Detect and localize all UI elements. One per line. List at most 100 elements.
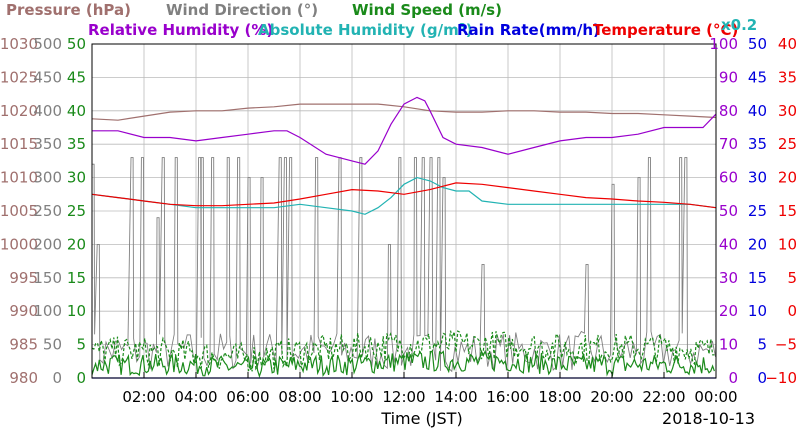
pressure-tick-label: 980	[9, 369, 38, 387]
legend-entry: Wind Direction (°)	[166, 1, 318, 19]
series-wind-speed-m-s	[91, 349, 715, 379]
pressure-tick-label: 1010	[0, 169, 38, 187]
x-tick-label: 22:00	[642, 388, 685, 406]
wind_direction-tick-label: 200	[33, 235, 62, 253]
wind_speed-tick-label: 15	[67, 269, 86, 287]
humidity-tick-label: 60	[719, 169, 738, 187]
x-axis: 02:00 04:00 06:00 08:00 10:00 12:00 14:00 16:00…	[122, 372, 738, 406]
humidity-tick-label: 30	[719, 269, 738, 287]
series-pressure-hpa	[91, 103, 717, 121]
wind_direction-tick-label: 400	[33, 102, 62, 120]
legend-entry: Wind Speed (m/s)	[352, 1, 502, 19]
pressure-tick-label: 1005	[0, 202, 38, 220]
series-wind-direction	[91, 157, 717, 373]
temperature-tick-label: 40	[778, 35, 797, 53]
temperature-tick-label: 25	[778, 135, 797, 153]
wind_direction-tick-label: 250	[33, 202, 62, 220]
rain_rate-tick-label: 50	[748, 35, 767, 53]
rain_rate-tick-label: 30	[748, 169, 767, 187]
legend: Pressure (hPa) Wind Direction (°) Wind Spe…	[6, 1, 757, 39]
legend-entry: Relative Humidity (%)	[88, 21, 273, 39]
pressure-tick-label: 990	[9, 302, 38, 320]
wind_speed-tick-label: 5	[76, 336, 86, 354]
series-temperature-c	[91, 182, 717, 209]
wind_speed-tick-label: 40	[67, 102, 86, 120]
pressure-tick-label: 1020	[0, 102, 38, 120]
temperature-tick-label: −10	[765, 369, 797, 387]
rain_rate-tick-label: 45	[748, 68, 767, 86]
temperature-tick-label: 30	[778, 102, 797, 120]
humidity-tick-label: 0	[728, 369, 738, 387]
temperature-tick-label: 0	[787, 302, 797, 320]
x-tick-label: 06:00	[226, 388, 269, 406]
wind_direction-tick-label: 500	[33, 35, 62, 53]
rain_rate-tick-label: 5	[757, 336, 767, 354]
temperature-tick-label: −5	[775, 336, 797, 354]
humidity-tick-label: 80	[719, 102, 738, 120]
legend-entry: Temperature (°C)	[593, 21, 738, 39]
rain_rate-tick-label: 0	[757, 369, 767, 387]
x-tick-label: 04:00	[174, 388, 217, 406]
humidity-tick-label: 70	[719, 135, 738, 153]
wind_speed-tick-label: 10	[67, 302, 86, 320]
x-tick-label: 00:00	[694, 388, 737, 406]
humidity-tick-label: 40	[719, 235, 738, 253]
wind_direction-tick-label: 100	[33, 302, 62, 320]
x-tick-label: 16:00	[486, 388, 529, 406]
wind_speed-tick-label: 45	[67, 68, 86, 86]
temperature-tick-label: 20	[778, 169, 797, 187]
rain_rate-tick-label: 20	[748, 235, 767, 253]
right-axes: 1009080706050403020100504540353025201510…	[709, 35, 797, 387]
wind_speed-tick-label: 0	[76, 369, 86, 387]
series-wind-speed-gust-m-s	[91, 330, 715, 372]
x-tick-label: 08:00	[278, 388, 321, 406]
temperature-tick-label: 10	[778, 235, 797, 253]
x-tick-label: 14:00	[434, 388, 477, 406]
wind_direction-tick-label: 0	[52, 369, 62, 387]
wind_speed-tick-label: 25	[67, 202, 86, 220]
temperature-tick-label: 35	[778, 68, 797, 86]
x-tick-label: 20:00	[590, 388, 633, 406]
pressure-tick-label: 1030	[0, 35, 38, 53]
rain_rate-tick-label: 10	[748, 302, 767, 320]
wind_direction-tick-label: 50	[43, 336, 62, 354]
humidity-tick-label: 100	[709, 35, 738, 53]
rain_rate-tick-label: 35	[748, 135, 767, 153]
wind_speed-tick-label: 20	[67, 235, 86, 253]
legend-entry: Absolute Humidity (g/m3)	[258, 21, 473, 39]
x-tick-label: 18:00	[538, 388, 581, 406]
grid	[92, 44, 716, 378]
wind_direction-tick-label: 350	[33, 135, 62, 153]
pressure-tick-label: 1015	[0, 135, 38, 153]
left-axes: 1030102510201015101010051000995990985980…	[0, 35, 86, 387]
humidity-tick-label: 20	[719, 302, 738, 320]
humidity-tick-label: 10	[719, 336, 738, 354]
humidity-tick-label: 90	[719, 68, 738, 86]
series-absolute-humidity-g-m3	[91, 176, 717, 215]
temperature-tick-label: 5	[787, 269, 797, 287]
wind_speed-tick-label: 35	[67, 135, 86, 153]
wind_direction-tick-label: 300	[33, 169, 62, 187]
temperature-tick-label: 15	[778, 202, 797, 220]
pressure-tick-label: 1025	[0, 68, 38, 86]
legend-entry: Pressure (hPa)	[6, 1, 131, 19]
rain_rate-tick-label: 25	[748, 202, 767, 220]
date-label: 2018-10-13	[662, 409, 755, 428]
pressure-tick-label: 1000	[0, 235, 38, 253]
x-tick-label: 12:00	[382, 388, 425, 406]
legend-entry: Rain Rate(mm/h)	[457, 21, 600, 39]
series-relative-humidity	[92, 96, 717, 165]
x-tick-label: 02:00	[122, 388, 165, 406]
humidity-tick-label: 50	[719, 202, 738, 220]
pressure-tick-label: 995	[9, 269, 38, 287]
x-tick-label: 10:00	[330, 388, 373, 406]
rain_rate-tick-label: 40	[748, 102, 767, 120]
rain_rate-tick-label: 15	[748, 269, 767, 287]
wind_direction-tick-label: 450	[33, 68, 62, 86]
wind_speed-tick-label: 50	[67, 35, 86, 53]
pressure-tick-label: 985	[9, 336, 38, 354]
wind_speed-tick-label: 30	[67, 169, 86, 187]
wind_direction-tick-label: 150	[33, 269, 62, 287]
x-axis-label: Time (JST)	[380, 409, 462, 428]
